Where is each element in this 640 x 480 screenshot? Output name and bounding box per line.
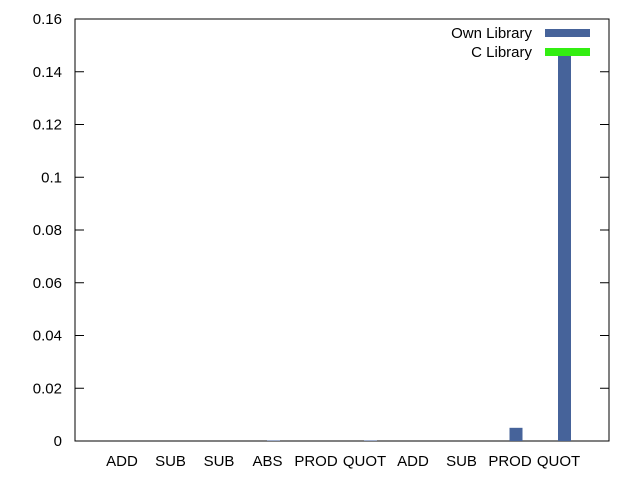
y-tick-label: 0.08 [33,222,62,239]
y-tick-label: 0 [54,433,62,450]
x-tick-label: PROD [488,453,532,470]
y-tick-label: 0.04 [33,328,62,345]
x-tick-label: PROD [294,453,338,470]
x-tick-label: QUOT [343,453,386,470]
y-tick-label: 0.12 [33,117,62,134]
bar-own-library [267,440,280,441]
x-tick-label: QUOT [537,453,580,470]
legend-swatch-own-library [545,29,590,37]
legend: Own Library C Library [451,25,590,61]
x-tick-label: SUB [155,453,186,470]
x-tick-label: SUB [204,453,235,470]
y-tick-label: 0.1 [41,169,62,186]
x-tick-label: ABS [252,453,282,470]
bar-series [267,55,571,442]
plot-frame [74,18,610,442]
y-tick-label: 0.16 [33,11,62,28]
y-tick-label: 0.06 [33,275,62,292]
legend-label-c-library: C Library [471,44,532,61]
y-tick-label: 0.02 [33,380,62,397]
legend-label-own-library: Own Library [451,25,532,42]
y-tick-label: 0.14 [33,64,62,81]
x-tick-label: ADD [397,453,429,470]
y-axis: 0 0.02 0.04 0.06 0.08 0.1 0.12 0.14 0.16 [33,11,609,450]
bar-own-library [509,427,523,441]
x-axis: ADD SUB SUB ABS PROD QUOT ADD SUB PROD QUOT [106,453,580,470]
x-tick-label: ADD [106,453,138,470]
legend-swatch-c-library [545,48,590,56]
bar-own-library [558,55,571,442]
bar-own-library [364,440,377,441]
x-tick-label: SUB [446,453,477,470]
